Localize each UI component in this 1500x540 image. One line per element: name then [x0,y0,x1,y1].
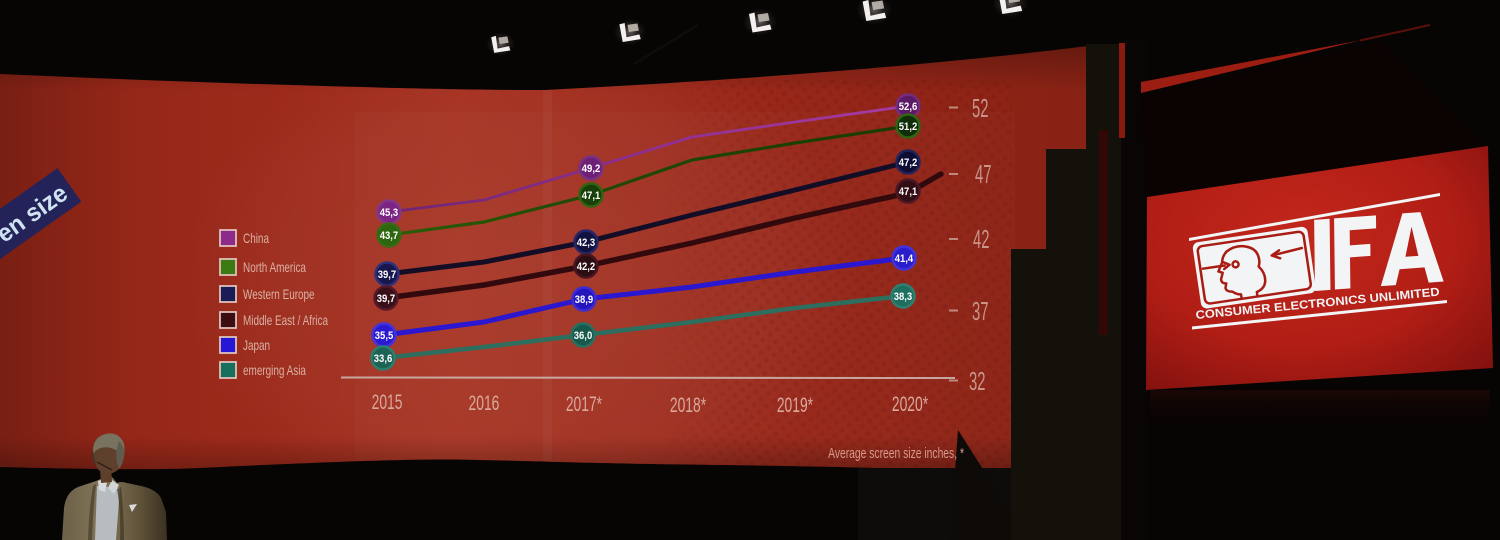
svg-text:47,1: 47,1 [899,185,918,198]
svg-text:2017*: 2017* [566,392,602,416]
svg-text:Western Europe: Western Europe [243,286,315,302]
svg-text:38,9: 38,9 [575,293,594,306]
svg-text:North America: North America [243,259,306,275]
svg-text:43,7: 43,7 [380,229,399,242]
svg-text:36,0: 36,0 [574,329,593,342]
svg-text:39,7: 39,7 [378,268,397,281]
svg-text:China: China [243,230,269,246]
svg-text:41,4: 41,4 [895,252,914,265]
svg-text:51,2: 51,2 [899,120,918,133]
svg-text:42,2: 42,2 [577,260,596,273]
svg-text:39,7: 39,7 [377,292,396,305]
svg-text:32: 32 [969,368,985,396]
svg-text:38,3: 38,3 [894,290,913,303]
svg-text:2018*: 2018* [670,393,706,417]
svg-text:37: 37 [972,298,988,326]
svg-text:2020*: 2020* [892,392,928,416]
svg-text:Average screen size inches, *: Average screen size inches, * [828,445,964,461]
svg-text:42,3: 42,3 [577,236,596,249]
svg-text:47: 47 [975,161,991,189]
svg-text:2015: 2015 [372,390,403,414]
svg-text:47,2: 47,2 [899,156,918,169]
svg-text:33,6: 33,6 [374,352,393,365]
svg-text:49,2: 49,2 [582,162,601,175]
svg-text:emerging Asia: emerging Asia [243,362,306,378]
svg-text:45,3: 45,3 [380,206,399,219]
svg-text:35,5: 35,5 [375,329,394,342]
svg-text:52,6: 52,6 [899,100,918,113]
svg-text:2019*: 2019* [777,393,813,417]
svg-text:47,1: 47,1 [582,189,601,202]
svg-text:2016: 2016 [469,391,500,415]
svg-text:42: 42 [973,226,989,254]
svg-text:Middle East / Africa: Middle East / Africa [243,312,328,328]
svg-text:Japan: Japan [243,337,270,353]
svg-text:52: 52 [972,95,988,123]
